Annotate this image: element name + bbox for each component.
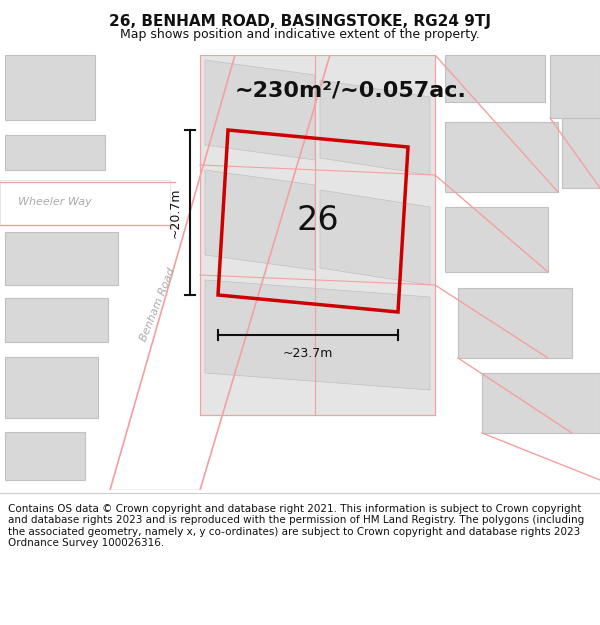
Polygon shape	[320, 80, 430, 175]
Text: ~230m²/~0.057ac.: ~230m²/~0.057ac.	[235, 80, 467, 100]
Text: ~23.7m: ~23.7m	[283, 347, 333, 360]
Polygon shape	[482, 373, 600, 433]
Polygon shape	[0, 180, 170, 225]
Polygon shape	[445, 55, 545, 102]
Polygon shape	[110, 55, 330, 490]
Polygon shape	[5, 432, 85, 480]
Polygon shape	[320, 190, 430, 285]
Polygon shape	[5, 135, 105, 170]
Polygon shape	[5, 357, 98, 418]
Text: ~20.7m: ~20.7m	[169, 188, 182, 238]
Polygon shape	[205, 280, 430, 390]
Text: 26, BENHAM ROAD, BASINGSTOKE, RG24 9TJ: 26, BENHAM ROAD, BASINGSTOKE, RG24 9TJ	[109, 14, 491, 29]
Polygon shape	[562, 118, 600, 188]
Text: Contains OS data © Crown copyright and database right 2021. This information is : Contains OS data © Crown copyright and d…	[8, 504, 584, 548]
Text: 26: 26	[296, 204, 340, 238]
Polygon shape	[550, 55, 600, 118]
Polygon shape	[5, 232, 118, 285]
Polygon shape	[205, 60, 315, 160]
Polygon shape	[5, 298, 108, 342]
Polygon shape	[445, 207, 548, 272]
Text: Map shows position and indicative extent of the property.: Map shows position and indicative extent…	[120, 28, 480, 41]
Polygon shape	[205, 170, 315, 270]
Polygon shape	[458, 288, 572, 358]
Text: Wheeler Way: Wheeler Way	[18, 197, 92, 207]
Polygon shape	[5, 55, 95, 120]
Polygon shape	[445, 122, 558, 192]
Polygon shape	[200, 55, 435, 415]
Text: Benham Road: Benham Road	[139, 267, 177, 343]
